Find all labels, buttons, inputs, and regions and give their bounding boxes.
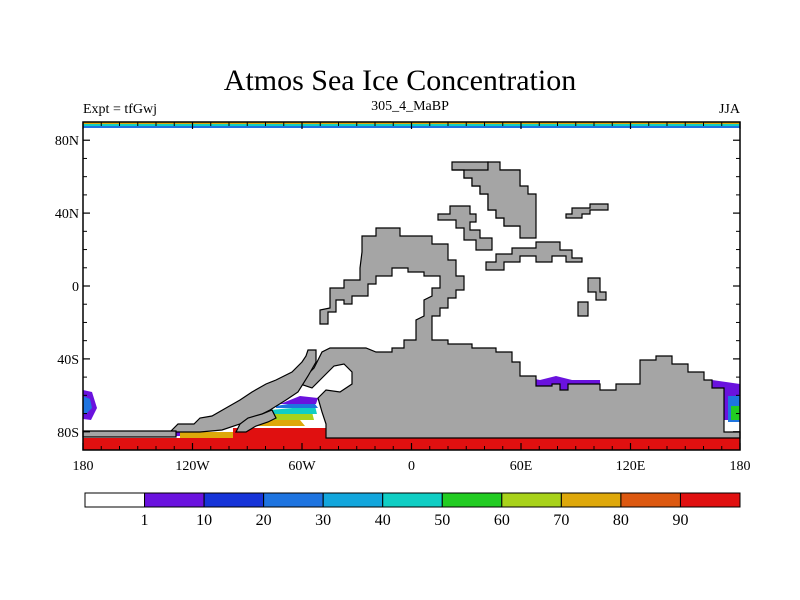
colorbar-swatch <box>382 492 443 508</box>
sea-ice-contour <box>83 396 92 414</box>
lon-tick-label: 120E <box>616 459 646 474</box>
longitude-axis: 180 120W 60W 0 60E 120E 180 <box>73 122 751 474</box>
figure-title: Atmos Sea Ice Concentration <box>224 64 576 97</box>
land-east-islands <box>587 277 607 301</box>
lon-tick-label: 120W <box>175 459 210 474</box>
colorbar-label: 90 <box>672 512 688 529</box>
lat-tick-label: 80N <box>55 134 79 149</box>
lon-tick-label: 180 <box>73 459 94 474</box>
time-period-label: 305_4_MaBP <box>371 99 449 114</box>
lon-tick-label: 0 <box>408 459 415 474</box>
colorbar-swatch <box>84 492 146 508</box>
colorbar-label: 70 <box>553 512 569 529</box>
lon-tick-label: 60W <box>288 459 316 474</box>
latitude-axis: 80N 40N 0 40S 80S <box>55 134 740 441</box>
colorbar-label: 50 <box>434 512 450 529</box>
sea-ice-contour <box>731 406 740 420</box>
sea-ice-contour <box>280 396 318 404</box>
colorbar-swatch <box>322 492 384 508</box>
colorbar-swatch <box>620 492 681 508</box>
lat-tick-label: 0 <box>72 280 79 295</box>
lon-tick-label: 60E <box>510 459 533 474</box>
colorbar-swatch <box>441 492 503 508</box>
season-label: JJA <box>719 102 741 117</box>
land-main <box>299 227 741 439</box>
colorbar-label: 30 <box>315 512 331 529</box>
lat-tick-label: 80S <box>57 426 79 441</box>
colorbar-swatch <box>560 492 622 508</box>
colorbar: 1 10 20 30 40 50 60 70 80 90 <box>84 492 741 529</box>
land-antarctic-west <box>82 430 177 438</box>
colorbar-label: 10 <box>196 512 212 529</box>
colorbar-swatch <box>679 492 741 508</box>
colorbar-swatch <box>501 492 562 508</box>
land-east-islet <box>577 301 589 317</box>
land-northeast-island <box>565 203 609 219</box>
land-north-block <box>452 161 537 239</box>
colorbar-label: 40 <box>375 512 391 529</box>
colorbar-label: 60 <box>494 512 510 529</box>
land-peninsula-tip <box>235 409 277 433</box>
map-area <box>82 121 741 451</box>
land-east-arm <box>485 241 583 271</box>
colorbar-swatch <box>144 492 205 508</box>
colorbar-label: 1 <box>141 512 149 529</box>
lat-tick-label: 40S <box>57 353 79 368</box>
colorbar-label: 20 <box>256 512 272 529</box>
land-northwest-tongue <box>437 205 493 251</box>
sea-ice-contour <box>233 428 330 440</box>
experiment-label: Expt = tfGwj <box>83 102 157 117</box>
colorbar-swatch <box>263 492 324 508</box>
sea-ice-contour <box>180 432 240 438</box>
colorbar-label: 80 <box>613 512 629 529</box>
lat-tick-label: 40N <box>55 207 79 222</box>
lon-tick-label: 180 <box>730 459 751 474</box>
colorbar-swatch <box>203 492 265 508</box>
